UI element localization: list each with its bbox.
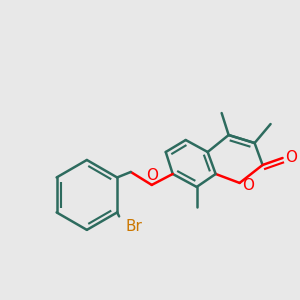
Text: Br: Br: [125, 219, 142, 234]
Text: O: O: [146, 168, 158, 183]
Text: O: O: [286, 151, 298, 166]
Text: O: O: [243, 178, 255, 194]
